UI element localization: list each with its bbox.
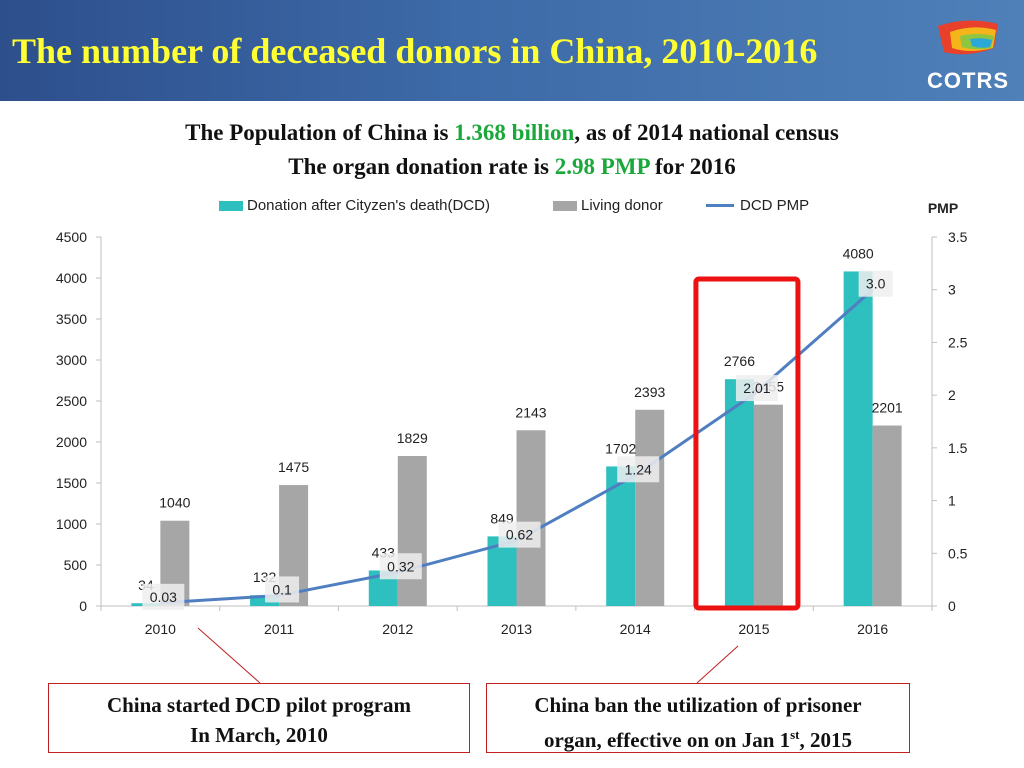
bar-dcd — [250, 595, 280, 606]
donor-chart: 0 500 1000 1500 2000 2500 3000 3500 4000 4500 0 0.5… — [56, 200, 968, 637]
note-dcd-pilot: China started DCD pilot program In March… — [48, 683, 470, 753]
subtitle-line-2: The organ donation rate is 2.98 PMP for … — [0, 154, 1024, 180]
pmp-label-box — [265, 576, 300, 603]
note-prisoner-ban-line2-post: , 2015 — [799, 728, 853, 752]
legend-item-dcd: Donation after Cityzen's death(DCD) — [219, 197, 490, 214]
legend-label-pmp: DCD PMP — [740, 197, 810, 214]
note-dcd-pilot-line2: In March, 2010 — [190, 723, 328, 747]
bar-dcd — [724, 379, 754, 606]
subtitle-line-2-pre: The organ donation rate is — [288, 154, 555, 179]
legend-label-living: Living donor — [581, 197, 663, 214]
bar-label-living: 1040 — [159, 495, 190, 511]
note-dcd-pilot-line1: China started DCD pilot program — [106, 693, 412, 717]
bar-label-dcd: 4080 — [843, 245, 874, 261]
donation-rate-value: 2.98 PMP — [554, 154, 650, 179]
cotrs-logo: COTRS — [918, 18, 1018, 98]
left-tick-label: 4000 — [56, 270, 87, 286]
chart-legend: Donation after Cityzen's death(DCD) Livi… — [0, 197, 1024, 217]
pmp-label-box — [858, 270, 893, 297]
logo-text: COTRS — [927, 68, 1009, 93]
bar-label-dcd: 1702 — [605, 440, 636, 456]
bar-living — [753, 404, 783, 606]
pmp-label-box — [142, 583, 185, 610]
right-tick-label: 3 — [948, 282, 956, 298]
bar-label-living: 1829 — [397, 430, 428, 446]
legend-item-pmp: DCD PMP — [706, 197, 809, 214]
pmp-label: 0.1 — [272, 581, 292, 597]
subtitle-line-1-pre: The Population of China is — [185, 120, 455, 145]
bar-living — [516, 430, 546, 606]
x-tick-label: 2016 — [857, 621, 888, 637]
bar-dcd — [843, 271, 873, 606]
bar-label-living: 2393 — [634, 384, 665, 400]
left-tick-label: 2000 — [56, 434, 87, 450]
x-tick-label: 2010 — [145, 621, 176, 637]
right-axis-title: PMP — [928, 200, 958, 216]
note-prisoner-ban-line1: China ban the utilization of prisoner — [534, 693, 862, 717]
pmp-label-box — [735, 375, 778, 402]
right-tick-label: 2 — [948, 387, 956, 403]
connector-line-2015 — [696, 645, 739, 684]
highlight-box-2015 — [693, 276, 801, 611]
right-tick-label: 0.5 — [948, 545, 968, 561]
right-tick-label: 1 — [948, 493, 956, 509]
pmp-label: 3.0 — [866, 276, 886, 292]
x-tick-label: 2012 — [382, 621, 413, 637]
cotrs-logo-icon — [938, 20, 998, 55]
bar-living — [872, 425, 902, 606]
pmp-label-box — [617, 456, 660, 483]
left-tick-label: 3000 — [56, 352, 87, 368]
note-prisoner-ban-line2: organ, effective on on Jan 1st, 2015 — [487, 720, 909, 755]
legend-swatch-pmp — [706, 204, 734, 207]
x-tick-label: 2011 — [264, 621, 294, 637]
pmp-label: 0.03 — [150, 589, 177, 605]
left-tick-label: 500 — [64, 557, 88, 573]
legend-swatch-dcd — [219, 200, 243, 211]
subtitle-line-2-post: for 2016 — [649, 154, 736, 179]
legend-label-dcd: Donation after Cityzen's death(DCD) — [247, 197, 490, 214]
slide-title: The number of deceased donors in China, … — [12, 31, 818, 71]
right-tick-label: 1.5 — [948, 440, 968, 456]
bar-label-dcd: 2766 — [724, 353, 755, 369]
x-tick-label: 2015 — [738, 621, 769, 637]
pmp-label: 1.24 — [625, 461, 652, 477]
left-tick-label: 1000 — [56, 516, 87, 532]
bar-label-living: 2143 — [515, 404, 546, 420]
subtitle-line-1-post: , as of 2014 national census — [574, 120, 839, 145]
left-tick-label: 2500 — [56, 393, 87, 409]
subtitle-line-1: The Population of China is 1.368 billion… — [0, 120, 1024, 146]
right-tick-label: 3.5 — [948, 229, 968, 245]
bar-label-living: 1475 — [278, 459, 309, 475]
pmp-label: 0.62 — [506, 527, 533, 543]
left-tick-label: 1500 — [56, 475, 87, 491]
left-tick-label: 0 — [79, 598, 87, 614]
title-banner: The number of deceased donors in China, … — [0, 0, 1024, 101]
right-tick-label: 0 — [948, 598, 956, 614]
right-tick-label: 2.5 — [948, 334, 968, 350]
pmp-label-box — [498, 521, 541, 548]
x-tick-label: 2014 — [620, 621, 651, 637]
bar-label-living: 2201 — [872, 400, 903, 416]
bar-living — [397, 456, 427, 606]
legend-swatch-living — [553, 200, 577, 211]
left-tick-label: 4500 — [56, 229, 87, 245]
population-value: 1.368 billion — [454, 120, 575, 145]
note-prisoner-ban: China ban the utilization of prisoner or… — [486, 683, 910, 753]
bar-living — [635, 409, 665, 606]
left-tick-label: 3500 — [56, 311, 87, 327]
x-tick-label: 2013 — [501, 621, 532, 637]
legend-item-living: Living donor — [553, 197, 663, 214]
pmp-label: 2.01 — [743, 380, 770, 396]
pmp-label-box — [379, 553, 422, 580]
note-prisoner-ban-line2-pre: organ, effective on on Jan 1 — [543, 728, 791, 752]
note-prisoner-ban-sup: st — [790, 727, 800, 742]
pmp-label: 0.32 — [387, 558, 414, 574]
